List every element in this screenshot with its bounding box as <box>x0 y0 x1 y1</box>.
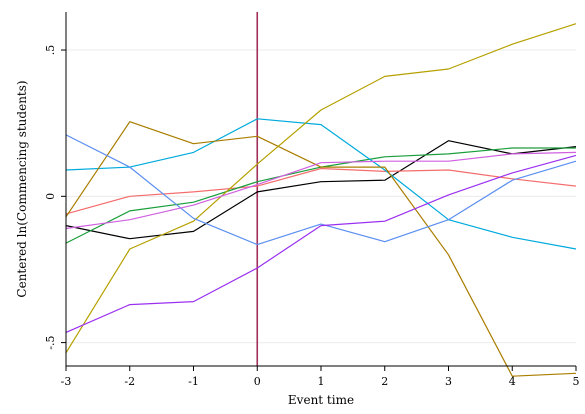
tick-layer: -3 -2 -1 0 1 2 3 4 5 -.5 0 .5 <box>44 45 580 388</box>
series-line-9 <box>65 151 577 230</box>
x-tick-label: 0 <box>254 375 261 388</box>
gridlines <box>66 49 576 344</box>
series-line-5 <box>65 121 577 377</box>
series-line-8 <box>65 154 577 333</box>
series-line-7 <box>65 134 577 246</box>
series-layer <box>65 23 577 377</box>
x-tick-label: 2 <box>381 375 388 388</box>
x-tick-label: 1 <box>318 375 325 388</box>
y-tick-label: .5 <box>44 45 57 56</box>
x-tick-label: 5 <box>573 375 580 388</box>
series-line-2 <box>65 167 577 215</box>
x-axis-title: Event time <box>288 393 354 407</box>
y-tick-label: 0 <box>44 193 57 200</box>
x-tick-label: 4 <box>509 375 516 388</box>
series-line-4 <box>65 118 577 250</box>
x-tick-label: 3 <box>445 375 452 388</box>
axes <box>65 12 576 367</box>
series-line-6 <box>65 23 577 354</box>
x-tick-label: -3 <box>61 375 72 388</box>
x-tick-label: -1 <box>188 375 199 388</box>
y-axis-title: Centered ln(Commencing students) <box>15 80 29 297</box>
x-tick-label: -2 <box>124 375 135 388</box>
y-tick-label: -.5 <box>44 335 57 349</box>
